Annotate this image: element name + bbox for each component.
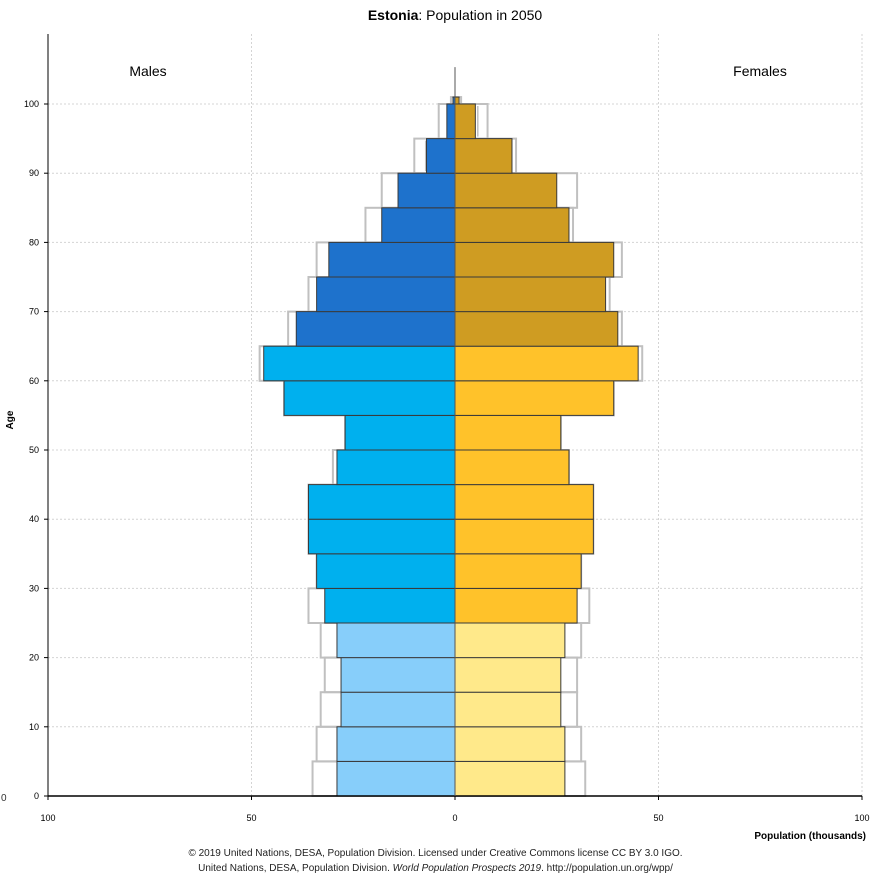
- y-tick-label: 30: [29, 583, 39, 593]
- female-bar: [454, 311, 619, 347]
- male-bar: [381, 207, 456, 243]
- chart-title: Estonia: Population in 2050: [368, 7, 543, 23]
- x-tick-label: 100: [40, 813, 55, 823]
- axes: 0 10 20 30 40 50 60 70 80 90 100 100 50 0 50 100: [24, 34, 870, 823]
- female-bar: [454, 760, 566, 797]
- y-tick-label: 50: [29, 445, 39, 455]
- male-bar: [307, 484, 456, 520]
- female-bar: [454, 587, 578, 624]
- female-bar: [454, 484, 594, 520]
- females-label: Females: [733, 63, 787, 79]
- credit-line-2-pre: United Nations, DESA, Population Divisio…: [198, 863, 393, 874]
- y-tick-label: 10: [29, 722, 39, 732]
- credit-line-2-italic: World Population Prospects 2019: [392, 863, 542, 874]
- female-bar: [454, 449, 570, 486]
- male-bar: [340, 657, 456, 693]
- x-tick-label: 100: [854, 813, 869, 823]
- female-bar: [454, 241, 615, 278]
- female-bar: [454, 276, 607, 313]
- x-axis-label: Population (thousands): [754, 831, 866, 842]
- males-label: Males: [129, 63, 166, 79]
- male-bar: [263, 345, 456, 382]
- male-bar: [344, 414, 456, 451]
- x-tick-label: 50: [653, 813, 663, 823]
- male-bar: [336, 622, 456, 659]
- male-bar: [283, 380, 456, 416]
- credit-line-2: United Nations, DESA, Population Divisio…: [0, 863, 871, 874]
- male-bar: [426, 138, 456, 174]
- y-tick-label: 70: [29, 307, 39, 317]
- x-tick-label: 50: [246, 813, 256, 823]
- female-bar: [454, 726, 566, 762]
- female-bar: [454, 172, 558, 209]
- male-bar: [324, 587, 456, 624]
- chart-title-country: Estonia: [368, 7, 419, 23]
- female-bar: [454, 207, 570, 243]
- male-bar: [316, 553, 456, 589]
- y-tick-label: 40: [29, 514, 39, 524]
- stray-axis-zero: 0: [1, 793, 7, 804]
- female-bar: [454, 380, 615, 416]
- y-tick-label: 0: [34, 791, 39, 801]
- male-bar: [307, 518, 456, 555]
- y-tick-label: 90: [29, 168, 39, 178]
- female-bar: [454, 414, 562, 451]
- female-bar: [454, 96, 460, 105]
- population-bars: [263, 96, 639, 797]
- female-bar: [454, 657, 562, 693]
- male-bar: [446, 103, 456, 140]
- female-bar: [454, 518, 594, 555]
- male-bar: [336, 449, 456, 486]
- y-axis-label: Age: [5, 410, 16, 429]
- female-bar: [454, 691, 562, 728]
- male-bar: [328, 241, 456, 278]
- male-bar: [336, 726, 456, 762]
- chart-title-rest: : Population in 2050: [418, 7, 542, 23]
- female-bar: [454, 622, 566, 659]
- male-bar: [295, 311, 456, 347]
- x-tick-label: 0: [452, 813, 457, 823]
- female-bar: [454, 138, 513, 174]
- female-bar: [454, 553, 582, 589]
- y-tick-label: 20: [29, 653, 39, 663]
- male-bar: [316, 276, 456, 313]
- credit-line-1: © 2019 United Nations, DESA, Population …: [188, 848, 683, 859]
- male-bar: [336, 760, 456, 797]
- credit-line-2-post: . http://population.un.org/wpp/: [541, 863, 673, 874]
- female-bar: [454, 345, 639, 382]
- y-tick-label: 80: [29, 237, 39, 247]
- y-tick-label: 100: [24, 99, 39, 109]
- male-bar: [340, 691, 456, 728]
- female-bar: [454, 103, 476, 140]
- male-bar: [397, 172, 456, 209]
- y-tick-label: 60: [29, 376, 39, 386]
